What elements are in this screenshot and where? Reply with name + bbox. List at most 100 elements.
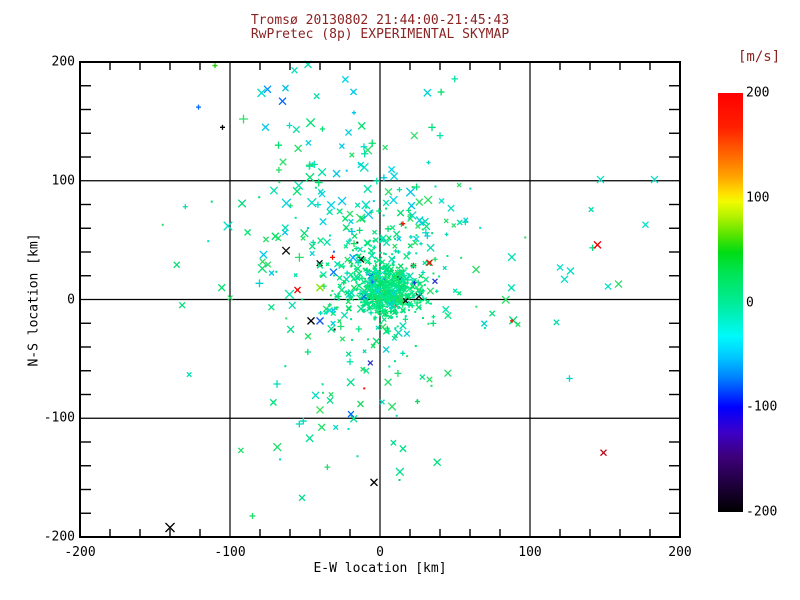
scatter-point <box>385 280 388 283</box>
scatter-point <box>329 294 332 297</box>
scatter-point <box>396 236 402 242</box>
scatter-point <box>342 265 345 268</box>
scatter-point <box>354 259 362 266</box>
scatter-point <box>356 294 359 297</box>
y-tick-label: -100 <box>43 410 75 426</box>
scatter-point <box>286 122 293 129</box>
scatter-point <box>351 262 354 265</box>
scatter-point <box>390 439 397 446</box>
scatter-point <box>369 301 372 304</box>
scatter-point <box>405 272 414 281</box>
scatter-point <box>311 391 320 400</box>
scatter-point <box>269 186 279 195</box>
scatter-point <box>387 402 397 411</box>
scatter-point <box>396 187 403 193</box>
scatter-point <box>371 253 374 256</box>
colorbar-tick-label: -200 <box>746 504 778 520</box>
scatter-point <box>337 318 342 324</box>
scatter-point <box>327 302 332 307</box>
scatter-point <box>333 260 341 268</box>
scatter-point <box>275 270 278 273</box>
scatter-point <box>370 478 378 487</box>
scatter-point <box>350 318 353 321</box>
scatter-point <box>364 258 371 265</box>
scatter-point <box>408 309 411 312</box>
scatter-point <box>415 252 418 255</box>
scatter-point <box>451 75 459 83</box>
scatter-point <box>274 234 282 242</box>
scatter-point <box>430 384 433 387</box>
scatter-point <box>349 414 358 423</box>
scatter-point <box>479 226 482 229</box>
scatter-point <box>332 169 341 178</box>
scatter-point <box>356 288 359 291</box>
scatter-point <box>267 303 275 311</box>
scatter-point <box>365 280 368 283</box>
scatter-point <box>333 274 336 277</box>
scatter-point <box>380 174 388 182</box>
scatter-point <box>397 283 405 291</box>
scatter-point <box>463 217 469 223</box>
plot-border <box>79 61 681 538</box>
scatter-point <box>600 449 607 457</box>
scatter-point <box>257 263 267 274</box>
scatter-point <box>447 204 455 212</box>
scatter-point <box>382 265 385 268</box>
scatter-point <box>360 301 363 304</box>
scatter-point <box>300 228 309 238</box>
scatter-point <box>419 242 423 246</box>
scatter-point <box>370 343 376 349</box>
scatter-point <box>642 221 649 229</box>
scatter-point <box>275 166 282 174</box>
scatter-point <box>354 202 361 209</box>
scatter-point <box>406 355 409 358</box>
scatter-point <box>323 238 331 247</box>
scatter-point <box>428 123 436 132</box>
scatter-point <box>396 325 399 328</box>
scatter-point <box>405 187 416 197</box>
scatter-point <box>210 200 213 203</box>
scatter-point <box>442 265 447 271</box>
scatter-point <box>374 290 377 293</box>
scatter-point <box>379 305 382 308</box>
scatter-point <box>397 305 400 308</box>
scatter-point <box>337 196 347 206</box>
scatter-point <box>259 258 266 265</box>
scatter-point <box>386 235 392 241</box>
scatter-point <box>475 305 478 308</box>
scatter-point <box>376 208 382 214</box>
scatter-point <box>328 234 331 237</box>
scatter-point <box>414 310 417 313</box>
scatter-point <box>596 175 605 184</box>
scatter-point <box>373 282 378 288</box>
scatter-point <box>402 297 409 304</box>
scatter-point <box>316 316 324 325</box>
scatter-point <box>273 380 281 388</box>
scatter-point <box>382 214 385 217</box>
scatter-point <box>406 285 414 292</box>
scatter-point <box>426 259 433 267</box>
scatter-point <box>460 256 463 259</box>
scatter-point <box>411 283 414 286</box>
scatter-point <box>338 262 345 270</box>
scatter-point <box>391 309 397 316</box>
scatter-point <box>382 239 391 247</box>
scatter-point <box>489 310 496 317</box>
scatter-point <box>379 236 382 239</box>
scatter-point <box>437 88 445 96</box>
scatter-point <box>360 150 369 158</box>
scatter-point <box>355 325 362 333</box>
scatter-point <box>279 458 282 461</box>
scatter-point <box>377 302 380 305</box>
scatter-point <box>374 264 377 267</box>
scatter-point <box>438 275 441 278</box>
scatter-point <box>391 283 395 287</box>
scatter-point <box>650 175 659 184</box>
scatter-point <box>259 250 268 259</box>
scatter-point <box>341 75 349 83</box>
scatter-point <box>510 318 514 323</box>
scatter-point <box>272 442 282 452</box>
scatter-point <box>318 310 323 316</box>
scatter-point <box>385 207 388 210</box>
scatter-point <box>372 239 375 242</box>
